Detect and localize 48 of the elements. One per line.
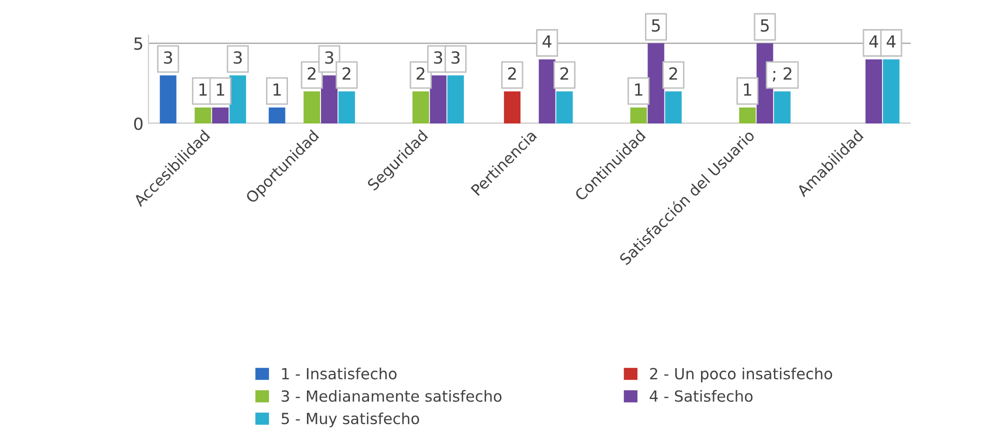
bar	[630, 107, 647, 124]
data-label: 2	[669, 67, 678, 80]
data-label: 2	[342, 67, 350, 80]
data-label: 1	[744, 83, 752, 96]
data-label: 3	[434, 51, 442, 64]
data-label: 2	[508, 67, 516, 80]
legend-label: 4 - Satisfecho	[650, 390, 753, 402]
data-label: 4	[869, 35, 878, 48]
bar	[504, 91, 520, 124]
data-label: 3	[164, 51, 172, 64]
data-label: 5	[760, 19, 769, 32]
data-label: 5	[652, 19, 660, 32]
bar	[212, 107, 229, 124]
bar	[739, 107, 756, 124]
data-label: 3	[234, 51, 242, 64]
data-label: 3	[325, 51, 334, 64]
bar	[882, 59, 900, 124]
data-label: 2	[560, 67, 568, 80]
data-label: 4	[886, 35, 896, 48]
bar	[866, 59, 882, 124]
bar	[648, 43, 664, 124]
data-label: 4	[542, 35, 552, 48]
data-label: 1	[635, 83, 642, 96]
bar	[556, 91, 573, 124]
legend-label: 3 - Medianamente satisfecho	[282, 390, 502, 402]
bar	[665, 91, 682, 124]
data-label: 1	[216, 83, 224, 96]
bar	[304, 91, 320, 124]
data-label: 2	[308, 67, 316, 80]
bar	[447, 75, 464, 124]
data-label: ; 2	[772, 67, 792, 82]
data-label: 1	[199, 83, 207, 96]
bar	[538, 59, 556, 124]
data-label: 2	[416, 67, 424, 80]
legend-label: 1 - Insatisfecho	[282, 368, 397, 380]
bar	[774, 91, 791, 124]
bar	[321, 75, 338, 124]
bar	[160, 75, 176, 124]
data-label: 3	[452, 51, 460, 64]
legend-label: 2 - Un poco insatisfecho	[650, 368, 832, 382]
bar	[338, 91, 355, 124]
data-label: 1	[274, 83, 281, 96]
bar	[412, 91, 430, 124]
legend-label: 5 - Muy satisfecho	[282, 412, 420, 428]
bar	[430, 75, 446, 124]
y-tick-label: 0	[134, 117, 143, 130]
bar	[194, 107, 212, 124]
bar	[268, 107, 286, 124]
